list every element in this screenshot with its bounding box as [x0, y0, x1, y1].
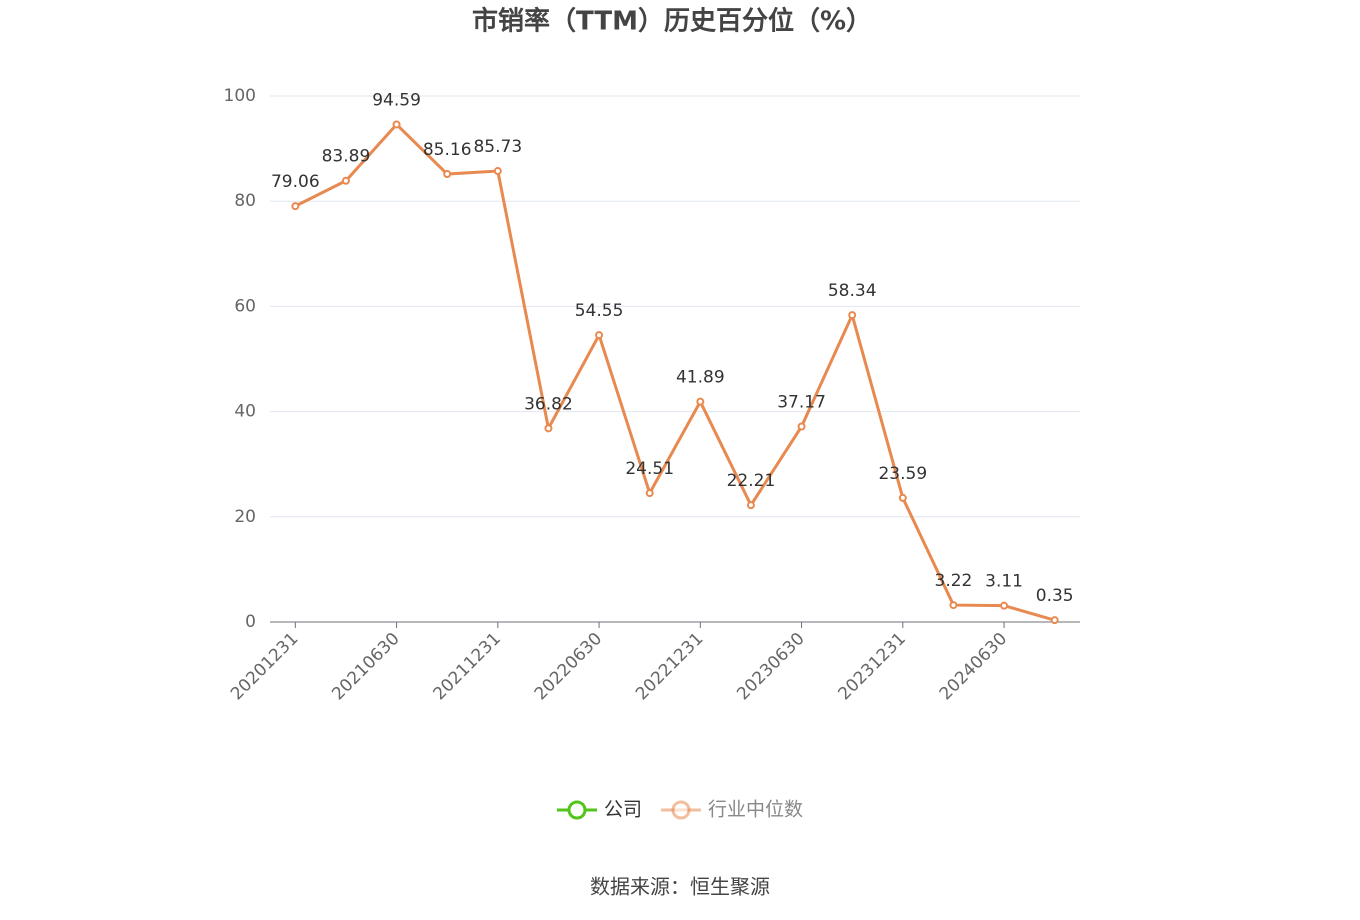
- point: [746, 501, 755, 510]
- value-label: 94.59: [372, 90, 421, 110]
- value-label: 23.59: [878, 464, 927, 484]
- x-tick-label: 20211231: [430, 629, 505, 704]
- point: [443, 170, 452, 179]
- x-tick-label: 20221231: [632, 629, 707, 704]
- y-tick-label: 20: [234, 507, 256, 527]
- point: [848, 311, 857, 320]
- x-tick-label: 20201231: [227, 629, 302, 704]
- legend-marker: [567, 800, 587, 820]
- value-label: 22.21: [727, 471, 776, 491]
- legend-marker: [671, 800, 691, 820]
- y-tick-label: 0: [245, 612, 256, 632]
- series-line: [294, 122, 1056, 622]
- y-tick-label: 60: [234, 296, 256, 316]
- y-tick-label: 80: [234, 191, 256, 211]
- y-tick-label: 100: [224, 86, 256, 106]
- point: [392, 120, 401, 129]
- value-label: 37.17: [777, 392, 826, 412]
- value-label: 36.82: [524, 394, 573, 414]
- value-label: 3.22: [935, 571, 973, 591]
- value-label: 58.34: [828, 281, 877, 301]
- point: [1000, 601, 1009, 610]
- value-label: 79.06: [271, 172, 320, 192]
- value-label: 3.11: [985, 572, 1023, 592]
- point: [898, 493, 907, 502]
- y-tick-label: 40: [234, 402, 256, 422]
- value-label: 85.16: [423, 140, 472, 160]
- source: 数据来源：恒生聚源: [590, 875, 770, 899]
- x-tick-label: 20240630: [936, 629, 1011, 704]
- x-tick-label: 20210630: [328, 629, 403, 704]
- point: [949, 601, 958, 610]
- point: [696, 397, 705, 406]
- point: [291, 202, 300, 211]
- x-tick-label: 20220630: [531, 629, 606, 704]
- value-label: 41.89: [676, 368, 725, 388]
- x-tick-label: 20231231: [835, 629, 910, 704]
- value-label: 54.55: [575, 301, 624, 321]
- point: [595, 331, 604, 340]
- point: [1050, 616, 1059, 625]
- point: [797, 422, 806, 431]
- legend-label: 行业中位数: [708, 799, 803, 821]
- chart-title: 市销率（TTM）历史百分位（%）: [472, 6, 872, 37]
- legend-label: 公司: [604, 799, 642, 821]
- value-label: 83.89: [322, 147, 371, 167]
- value-label: 24.51: [625, 459, 674, 479]
- point: [341, 176, 350, 185]
- value-label: 0.35: [1036, 586, 1074, 606]
- point: [493, 167, 502, 176]
- point: [645, 489, 654, 498]
- x-tick-label: 20230630: [733, 629, 808, 704]
- point: [544, 424, 553, 433]
- value-label: 85.73: [473, 137, 522, 157]
